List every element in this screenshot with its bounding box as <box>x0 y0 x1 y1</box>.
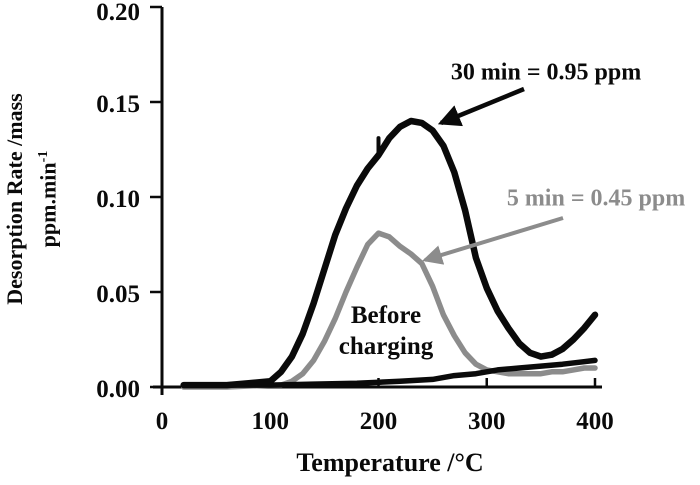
y-axis-title: Desorption Rate /mass ppm.min-1 <box>0 0 62 409</box>
y-tick-label: 0.15 <box>96 91 140 118</box>
x-tick-label: 300 <box>468 408 506 435</box>
y-axis-title-line2: ppm.min-1 <box>35 150 61 248</box>
y-tick-label: 0.00 <box>96 376 140 403</box>
annotation-5min: 5 min = 0.45 ppm <box>506 185 686 212</box>
y-tick-label: 0.10 <box>96 186 140 213</box>
series-before-charging <box>180 357 598 388</box>
annotation-before-charging: Before charging <box>338 302 434 360</box>
y-axis-title-line1: Desorption Rate /mass <box>2 93 27 305</box>
annotation-arrow-5min <box>422 216 564 265</box>
series-30min <box>180 117 599 389</box>
annotation-arrow-30min <box>437 86 525 127</box>
x-tick-label: 100 <box>252 408 290 435</box>
series-5min <box>180 230 598 390</box>
x-tick-label: 200 <box>360 408 398 435</box>
y-tick-label: 0.20 <box>96 0 140 26</box>
y-tick-label: 0.05 <box>96 281 140 308</box>
x-tick-label: 400 <box>576 408 614 435</box>
x-tick-label: 0 <box>156 408 169 435</box>
x-axis-title: Temperature /°C <box>296 448 484 477</box>
annotation-30min: 30 min = 0.95 ppm <box>450 59 642 86</box>
